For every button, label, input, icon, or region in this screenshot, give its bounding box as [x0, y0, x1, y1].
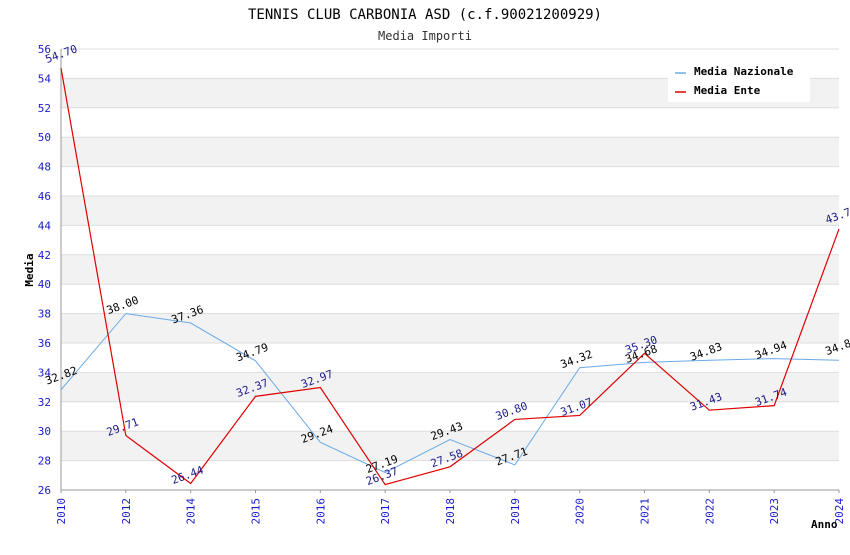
plot-band — [61, 372, 839, 402]
x-tick-label: 2010 — [55, 498, 68, 525]
y-tick-label: 26 — [38, 484, 51, 497]
plot-band — [61, 401, 839, 432]
plot-band — [61, 460, 839, 490]
y-tick-label: 28 — [38, 455, 51, 468]
y-tick-label: 50 — [38, 131, 51, 144]
x-tick-label: 2017 — [379, 498, 392, 525]
legend-box — [668, 60, 810, 102]
series-line-media-nazionale — [60, 313, 840, 474]
plot-band — [61, 107, 839, 138]
x-tick-label: 2021 — [639, 498, 652, 525]
y-tick-label: 54 — [38, 72, 52, 85]
plot-band — [61, 284, 839, 314]
y-tick-label: 48 — [38, 161, 51, 174]
chart-title: TENNIS CLUB CARBONIA ASD (c.f.9002120092… — [248, 7, 602, 23]
y-tick-label: 56 — [38, 43, 51, 56]
plot-band — [61, 137, 839, 167]
y-tick-label: 52 — [38, 102, 51, 115]
y-tick-label: 46 — [38, 190, 51, 203]
x-tick-label: 2024 — [833, 498, 846, 525]
y-tick-label: 40 — [38, 278, 51, 291]
chart-subtitle: Media Importi — [378, 29, 472, 43]
legend-label-media-nazionale: Media Nazionale — [694, 65, 794, 78]
y-tick-label: 38 — [38, 308, 51, 321]
plot-band — [61, 196, 839, 226]
x-tick-label: 2014 — [185, 498, 198, 525]
plot-band — [61, 431, 839, 461]
legend: Media Nazionale Media Ente — [668, 60, 810, 102]
axes: 26 28 30 32 34 36 38 40 42 44 46 48 50 52 54 56 2010 2012… — [38, 43, 846, 525]
x-tick-label: 2020 — [574, 498, 587, 525]
x-tick-label: 2018 — [444, 498, 457, 525]
plot-band — [61, 343, 839, 373]
y-tick-label: 30 — [38, 425, 51, 438]
series-lines — [60, 68, 840, 486]
plot-band — [61, 313, 839, 343]
x-tick-label: 2019 — [509, 498, 522, 525]
x-tick-label: 2023 — [768, 498, 781, 525]
x-tick-label: 2012 — [120, 498, 133, 525]
y-tick-label: 42 — [38, 249, 51, 262]
y-tick-label: 34 — [38, 366, 52, 379]
x-tick-label: 2015 — [250, 498, 263, 525]
plot-band — [61, 166, 839, 196]
plot-band — [61, 225, 839, 255]
x-tick-label: 2016 — [314, 498, 327, 525]
y-tick-label: 36 — [38, 337, 51, 350]
legend-label-media-ente: Media Ente — [694, 84, 761, 97]
plot-band — [61, 254, 839, 285]
y-axis-label: Media — [23, 253, 36, 286]
plot-background-bands — [61, 49, 839, 490]
series-line-media-ente — [60, 68, 840, 486]
x-tick-label: 2022 — [703, 498, 716, 525]
y-tick-label: 32 — [38, 396, 51, 409]
y-tick-label: 44 — [38, 219, 52, 232]
x-axis-label: Anno — [811, 518, 838, 531]
